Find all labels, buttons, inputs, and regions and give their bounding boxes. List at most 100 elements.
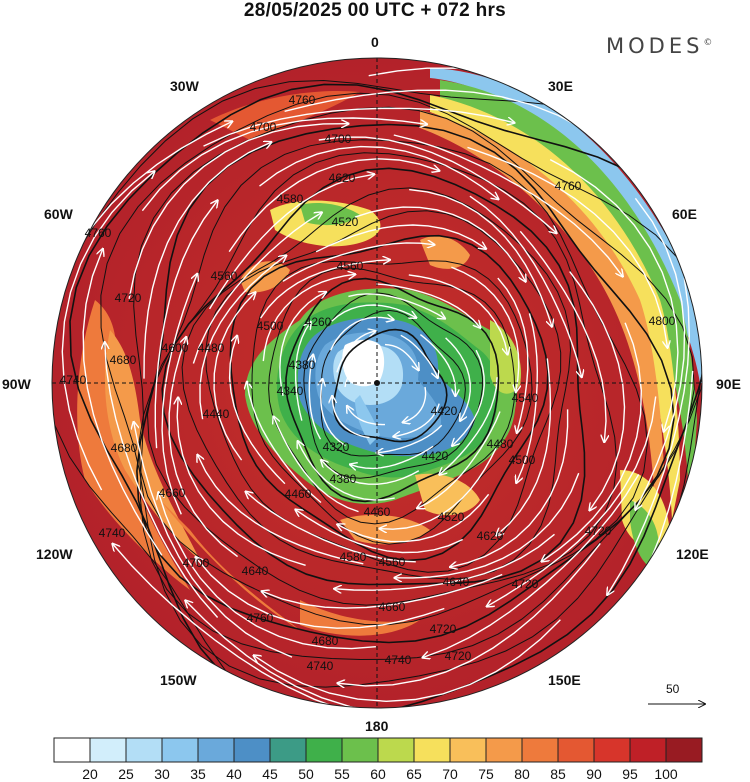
contour-label: 4620 <box>329 171 356 185</box>
longitude-label-150w: 150W <box>160 672 197 688</box>
streamline <box>395 472 580 578</box>
streamline <box>332 396 370 439</box>
contour-label: 4480 <box>198 341 225 355</box>
colorbar-tick-label: 65 <box>406 766 422 782</box>
streamline <box>516 313 539 482</box>
streamline <box>213 293 255 461</box>
longitude-label-60w: 60W <box>44 206 73 222</box>
contour-label: 4760 <box>555 179 582 193</box>
contour-label: 4600 <box>162 341 189 355</box>
colorbar-swatch <box>89 737 127 763</box>
colorbar-tick-label: 25 <box>118 766 134 782</box>
streamline <box>400 334 438 377</box>
contour-label: 4760 <box>247 611 274 625</box>
streamline <box>519 230 606 441</box>
contour-label: 4720 <box>512 577 539 591</box>
contour-label: 4700 <box>183 556 210 570</box>
contour-label: 4560 <box>211 269 238 283</box>
streamline <box>403 386 427 422</box>
colorbar-tick-label: 70 <box>442 766 458 782</box>
map-title: 28/05/2025 00 UTC + 072 hrs <box>243 0 507 21</box>
streamline <box>82 249 163 556</box>
streamline <box>423 474 640 657</box>
longitude-label-60e: 60E <box>672 206 697 222</box>
streamline <box>347 406 386 426</box>
streamline <box>154 201 217 449</box>
streamline <box>542 322 643 562</box>
colorbar-swatch <box>665 737 703 763</box>
streamline <box>375 283 480 328</box>
map-boundary <box>51 57 703 709</box>
streamline <box>259 145 499 199</box>
colorbar-tick-label: 95 <box>622 766 638 782</box>
contour-line <box>205 210 562 573</box>
contour-label: 4640 <box>443 575 470 589</box>
colorbar-tick-label: 50 <box>298 766 314 782</box>
colorbar-swatch <box>341 737 379 763</box>
colorbar-swatch <box>521 737 559 763</box>
contour-label: 4760 <box>289 93 316 107</box>
colorbar-swatch <box>269 737 307 763</box>
contour-label: 4660 <box>379 600 406 614</box>
contour-label: 4680 <box>110 353 137 367</box>
streamline <box>294 322 311 421</box>
streamline <box>161 274 197 515</box>
contour-label: 4320 <box>323 440 350 454</box>
streamline <box>209 174 374 310</box>
streamline <box>177 398 306 566</box>
contour-label: 4700 <box>325 132 352 146</box>
streamline <box>309 355 322 440</box>
streamline <box>338 542 601 686</box>
streamline <box>452 349 485 445</box>
streamline <box>284 89 609 147</box>
colorbar-swatch <box>485 737 523 763</box>
colorbar-tick-label: 45 <box>262 766 278 782</box>
streamline <box>260 260 390 319</box>
contour-label: 4740 <box>99 526 126 540</box>
contour-label: 4720 <box>115 291 142 305</box>
streamline <box>450 409 569 567</box>
streamline <box>274 417 359 513</box>
longitude-label-120w: 120W <box>36 546 73 562</box>
streamline <box>377 424 443 452</box>
streamline <box>228 336 286 485</box>
contour-line <box>133 106 695 661</box>
colorbar-tick-label: 85 <box>550 766 566 782</box>
streamline <box>549 158 679 432</box>
contour-label: 4500 <box>509 453 536 467</box>
contour-label: 4620 <box>477 529 504 543</box>
streamline <box>246 492 416 563</box>
contour-label: 4440 <box>203 407 230 421</box>
contour-label: 4720 <box>430 622 457 636</box>
colorbar-swatch <box>593 737 631 763</box>
longitude-label-30w: 30W <box>170 78 199 94</box>
contour-label: 4560 <box>337 259 364 273</box>
contour-label: 4680 <box>111 441 138 455</box>
contour-line <box>268 267 516 525</box>
longitude-label-90e: 90E <box>716 376 741 392</box>
streamline <box>338 493 490 543</box>
colorbar-tick-label: 20 <box>82 766 98 782</box>
colorbar-tick-label: 35 <box>190 766 206 782</box>
streamline <box>331 304 416 322</box>
streamline <box>384 343 419 370</box>
streamline <box>321 460 420 485</box>
streamline <box>350 445 434 468</box>
contour-line <box>100 92 702 688</box>
longitude-label-30e: 30E <box>548 78 573 94</box>
streamline <box>128 124 348 300</box>
contour-label: 4520 <box>332 215 359 229</box>
streamline <box>497 358 552 535</box>
colorbar-swatch <box>161 737 199 763</box>
streamline <box>192 213 321 364</box>
streamline <box>467 146 668 347</box>
streamline <box>262 573 503 609</box>
streamline <box>394 403 440 437</box>
longitude-label-150e: 150E <box>548 672 581 688</box>
contour-line <box>181 187 572 580</box>
streamline <box>298 441 395 501</box>
contour-label: 4740 <box>307 659 334 673</box>
streamline <box>228 158 439 253</box>
contour-line <box>229 234 549 562</box>
contour-label: 4580 <box>277 192 304 206</box>
